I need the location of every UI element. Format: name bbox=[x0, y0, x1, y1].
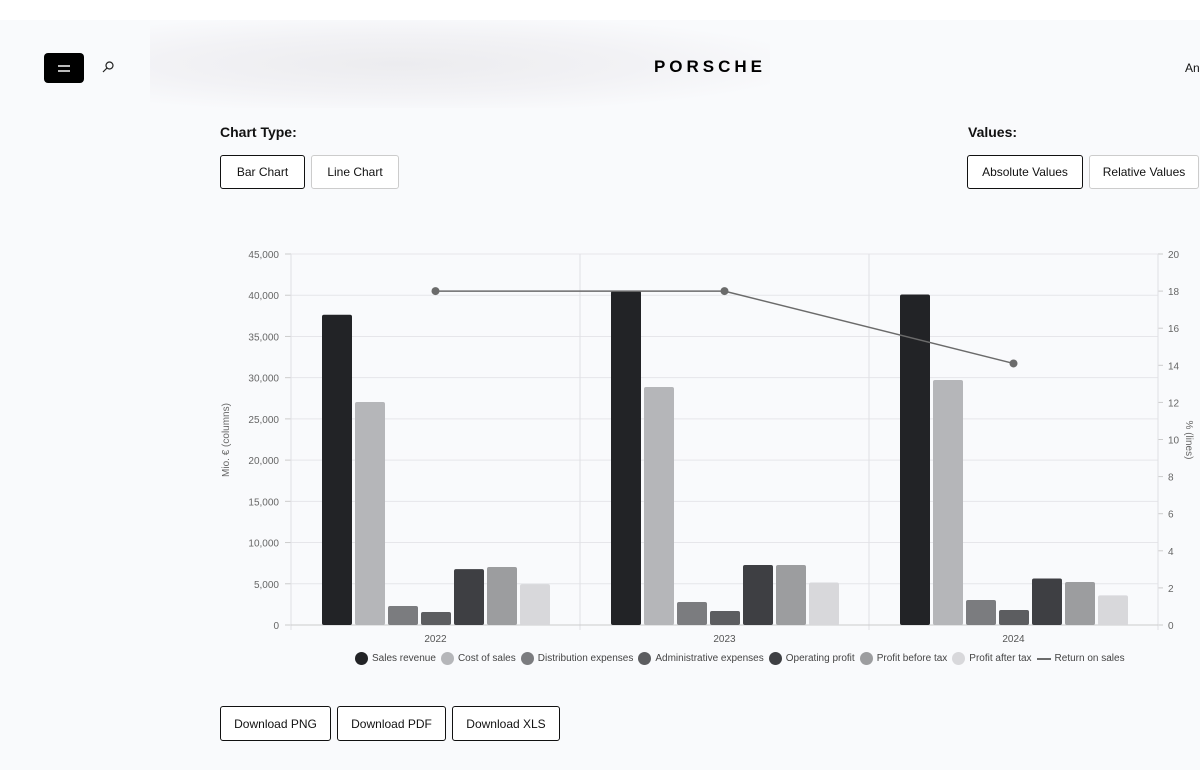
y2-tick-label: 18 bbox=[1168, 287, 1180, 298]
y-tick-label: 5,000 bbox=[254, 580, 279, 591]
line-chart-button[interactable]: Line Chart bbox=[311, 155, 399, 189]
return-on-sales-point bbox=[431, 287, 440, 296]
bar-sales-revenue bbox=[322, 314, 352, 625]
y-tick-label: 30,000 bbox=[248, 374, 279, 385]
y-tick-label: 10,000 bbox=[248, 539, 279, 550]
y-tick-label: 45,000 bbox=[248, 250, 279, 261]
bar-sales-revenue bbox=[611, 290, 641, 625]
x-tick-label: 2023 bbox=[713, 634, 736, 645]
relative-values-button[interactable]: Relative Values bbox=[1089, 155, 1199, 189]
legend-label: Operating profit bbox=[785, 653, 855, 664]
download-png-button[interactable]: Download PNG bbox=[220, 706, 331, 741]
legend-line-icon bbox=[1036, 657, 1051, 660]
y-tick-label: 40,000 bbox=[248, 291, 279, 302]
legend-label: Profit after tax bbox=[969, 653, 1032, 664]
blurred-banner bbox=[150, 20, 770, 108]
bar-operating-profit bbox=[743, 564, 773, 625]
legend-item[interactable]: Profit before tax bbox=[859, 652, 948, 665]
legend-swatch-icon bbox=[440, 652, 454, 665]
legend-item[interactable]: Distribution expenses bbox=[520, 652, 634, 665]
bar-distribution-expenses bbox=[966, 600, 996, 625]
legend-item[interactable]: Administrative expenses bbox=[638, 652, 764, 665]
legend-swatch-icon bbox=[638, 652, 652, 665]
download-pdf-button[interactable]: Download PDF bbox=[337, 706, 446, 741]
legend-item[interactable]: Sales revenue bbox=[355, 652, 436, 665]
bar-profit-before-tax bbox=[487, 566, 517, 625]
header-link[interactable]: Ann bbox=[1185, 61, 1200, 75]
top-band bbox=[0, 0, 1200, 20]
menu-button[interactable] bbox=[44, 53, 84, 83]
legend-swatch-icon bbox=[768, 652, 782, 665]
bar-profit-before-tax bbox=[776, 564, 806, 625]
bar-cost-of-sales bbox=[644, 386, 674, 625]
values-label: Values: bbox=[968, 124, 1018, 140]
y2-tick-label: 4 bbox=[1168, 547, 1174, 558]
chart-type-label: Chart Type: bbox=[220, 124, 297, 140]
search-icon[interactable] bbox=[100, 59, 116, 75]
bar-profit-after-tax bbox=[520, 584, 550, 625]
y2-tick-label: 14 bbox=[1168, 361, 1180, 372]
y-tick-label: 20,000 bbox=[248, 456, 279, 467]
legend-label: Cost of sales bbox=[457, 653, 516, 664]
bar-sales-revenue bbox=[900, 294, 930, 625]
legend-item[interactable]: Return on sales bbox=[1036, 653, 1125, 664]
bar-profit-after-tax bbox=[1098, 595, 1128, 625]
bar-profit-before-tax bbox=[1065, 581, 1095, 625]
menu-icon bbox=[58, 65, 70, 67]
legend-label: Sales revenue bbox=[372, 653, 436, 664]
chart-legend: Sales revenue Cost of sales Distribution e… bbox=[355, 652, 1130, 665]
y2-tick-label: 20 bbox=[1168, 250, 1180, 261]
bar-operating-profit bbox=[1032, 578, 1062, 625]
y-tick-label: 35,000 bbox=[248, 332, 279, 343]
bar-cost-of-sales bbox=[355, 401, 385, 625]
legend-label: Profit before tax bbox=[876, 653, 948, 664]
svg-text:PORSCHE: PORSCHE bbox=[654, 57, 766, 76]
x-tick-label: 2024 bbox=[1002, 634, 1025, 645]
bar-distribution-expenses bbox=[388, 606, 418, 625]
bar-chart-button[interactable]: Bar Chart bbox=[220, 155, 305, 189]
porsche-logo[interactable]: PORSCHE bbox=[622, 56, 798, 76]
legend-label: Administrative expenses bbox=[655, 653, 764, 664]
legend-label: Return on sales bbox=[1054, 653, 1125, 664]
bar-operating-profit bbox=[454, 569, 484, 625]
y2-axis-label: % (lines) bbox=[1183, 421, 1194, 460]
x-tick-label: 2022 bbox=[424, 634, 447, 645]
y2-tick-label: 12 bbox=[1168, 398, 1180, 409]
return-on-sales-point bbox=[1009, 359, 1018, 368]
legend-swatch-icon bbox=[952, 652, 966, 665]
bar-cost-of-sales bbox=[933, 379, 963, 625]
legend-item[interactable]: Profit after tax bbox=[952, 652, 1032, 665]
legend-swatch-icon bbox=[859, 652, 873, 665]
menu-icon-line bbox=[58, 70, 70, 72]
bar-profit-after-tax bbox=[809, 582, 839, 625]
bar-distribution-expenses bbox=[677, 601, 707, 625]
y2-tick-label: 6 bbox=[1168, 510, 1174, 521]
return-on-sales-point bbox=[720, 287, 729, 296]
y-axis-label: Mio. € (columns) bbox=[221, 403, 232, 477]
y2-tick-label: 2 bbox=[1168, 584, 1174, 595]
legend-swatch-icon bbox=[520, 652, 534, 665]
legend-swatch-icon bbox=[355, 652, 368, 665]
y-tick-label: 25,000 bbox=[248, 415, 279, 426]
absolute-values-button[interactable]: Absolute Values bbox=[967, 155, 1083, 189]
legend-label: Distribution expenses bbox=[537, 653, 634, 664]
legend-item[interactable]: Cost of sales bbox=[440, 652, 516, 665]
y2-tick-label: 8 bbox=[1168, 473, 1174, 484]
legend-item[interactable]: Operating profit bbox=[768, 652, 855, 665]
y2-tick-label: 0 bbox=[1168, 621, 1174, 632]
download-xls-button[interactable]: Download XLS bbox=[452, 706, 560, 741]
bar-administrative-expenses bbox=[710, 610, 740, 625]
bar-administrative-expenses bbox=[999, 609, 1029, 625]
y-tick-label: 15,000 bbox=[248, 497, 279, 508]
y2-tick-label: 10 bbox=[1168, 436, 1180, 447]
y2-tick-label: 16 bbox=[1168, 324, 1180, 335]
bar-administrative-expenses bbox=[421, 611, 451, 625]
y-tick-label: 0 bbox=[273, 621, 279, 632]
